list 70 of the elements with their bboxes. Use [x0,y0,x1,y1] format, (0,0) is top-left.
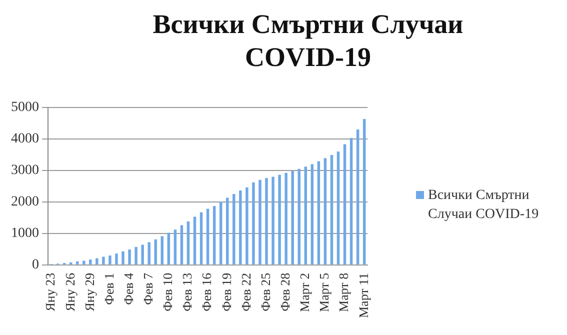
bar [356,129,360,264]
x-tick-label: Фев 25 [258,272,273,312]
bar [310,164,314,264]
chart-title: Всички Смъртни Случаи COVID-19 [152,8,464,74]
bar [193,216,196,264]
y-tick-label: 0 [32,258,39,273]
bar [232,194,236,264]
x-tick-label: Яну 29 [82,272,97,312]
bar [343,144,346,264]
x-tick-label: Фев 19 [218,272,234,312]
bar [167,232,170,264]
bar [226,198,229,264]
bar [258,180,262,264]
x-tick-label: Фев 13 [180,272,195,312]
bar [115,254,118,264]
bar [148,242,150,264]
bar [298,168,300,264]
bar [206,208,210,264]
bar [246,187,248,264]
y-tick-label: 1000 [11,226,39,242]
x-tick-label: Март 8 [336,272,352,312]
x-tick-label: Фев 10 [160,272,176,312]
bar [108,255,112,264]
x-tick-label: Фев 1 [101,272,116,305]
bar [160,236,164,264]
x-tick-label: Март 2 [297,272,312,312]
x-tick-label: Фев 7 [140,272,156,305]
bar [284,172,288,264]
bar [219,202,222,264]
bar [317,161,320,264]
x-tick-label: Март 11 [356,272,371,318]
y-tick-label: 3000 [11,163,39,178]
bar [200,212,203,264]
y-tick-label: 2000 [11,194,39,210]
bar [102,256,105,264]
legend-label: Всички Смъртни Случаи COVID-19 [428,187,540,224]
bar [330,154,334,264]
bar [174,230,177,264]
bar [122,251,124,264]
bar [82,260,86,264]
bar [291,171,294,264]
x-tick-label: Яну 26 [62,272,78,312]
bar [186,221,190,264]
bar [252,182,255,264]
bar [76,261,79,264]
x-tick-label: Март 5 [316,272,332,312]
x-tick-label: Фев 28 [277,272,292,312]
bar [324,158,327,264]
y-tick-label: 5000 [11,100,39,116]
bar [278,174,281,264]
bar [265,178,268,264]
bar [212,206,216,264]
bar [89,260,92,264]
bar [141,244,144,264]
bar [180,225,184,264]
x-tick-label: Фев 4 [120,272,136,305]
bar [239,190,242,264]
bar [128,249,131,264]
bar [362,119,366,264]
x-tick-label: Фев 22 [238,272,254,312]
bar [272,176,274,264]
bar [350,138,353,264]
x-tick-label: Яну 23 [42,272,58,312]
bar [336,152,340,264]
bar [304,166,308,264]
y-tick-label: 4000 [11,132,39,147]
bar [134,246,138,264]
bar [96,258,98,264]
bar [154,239,157,264]
x-tick-label: Фев 16 [199,272,214,312]
